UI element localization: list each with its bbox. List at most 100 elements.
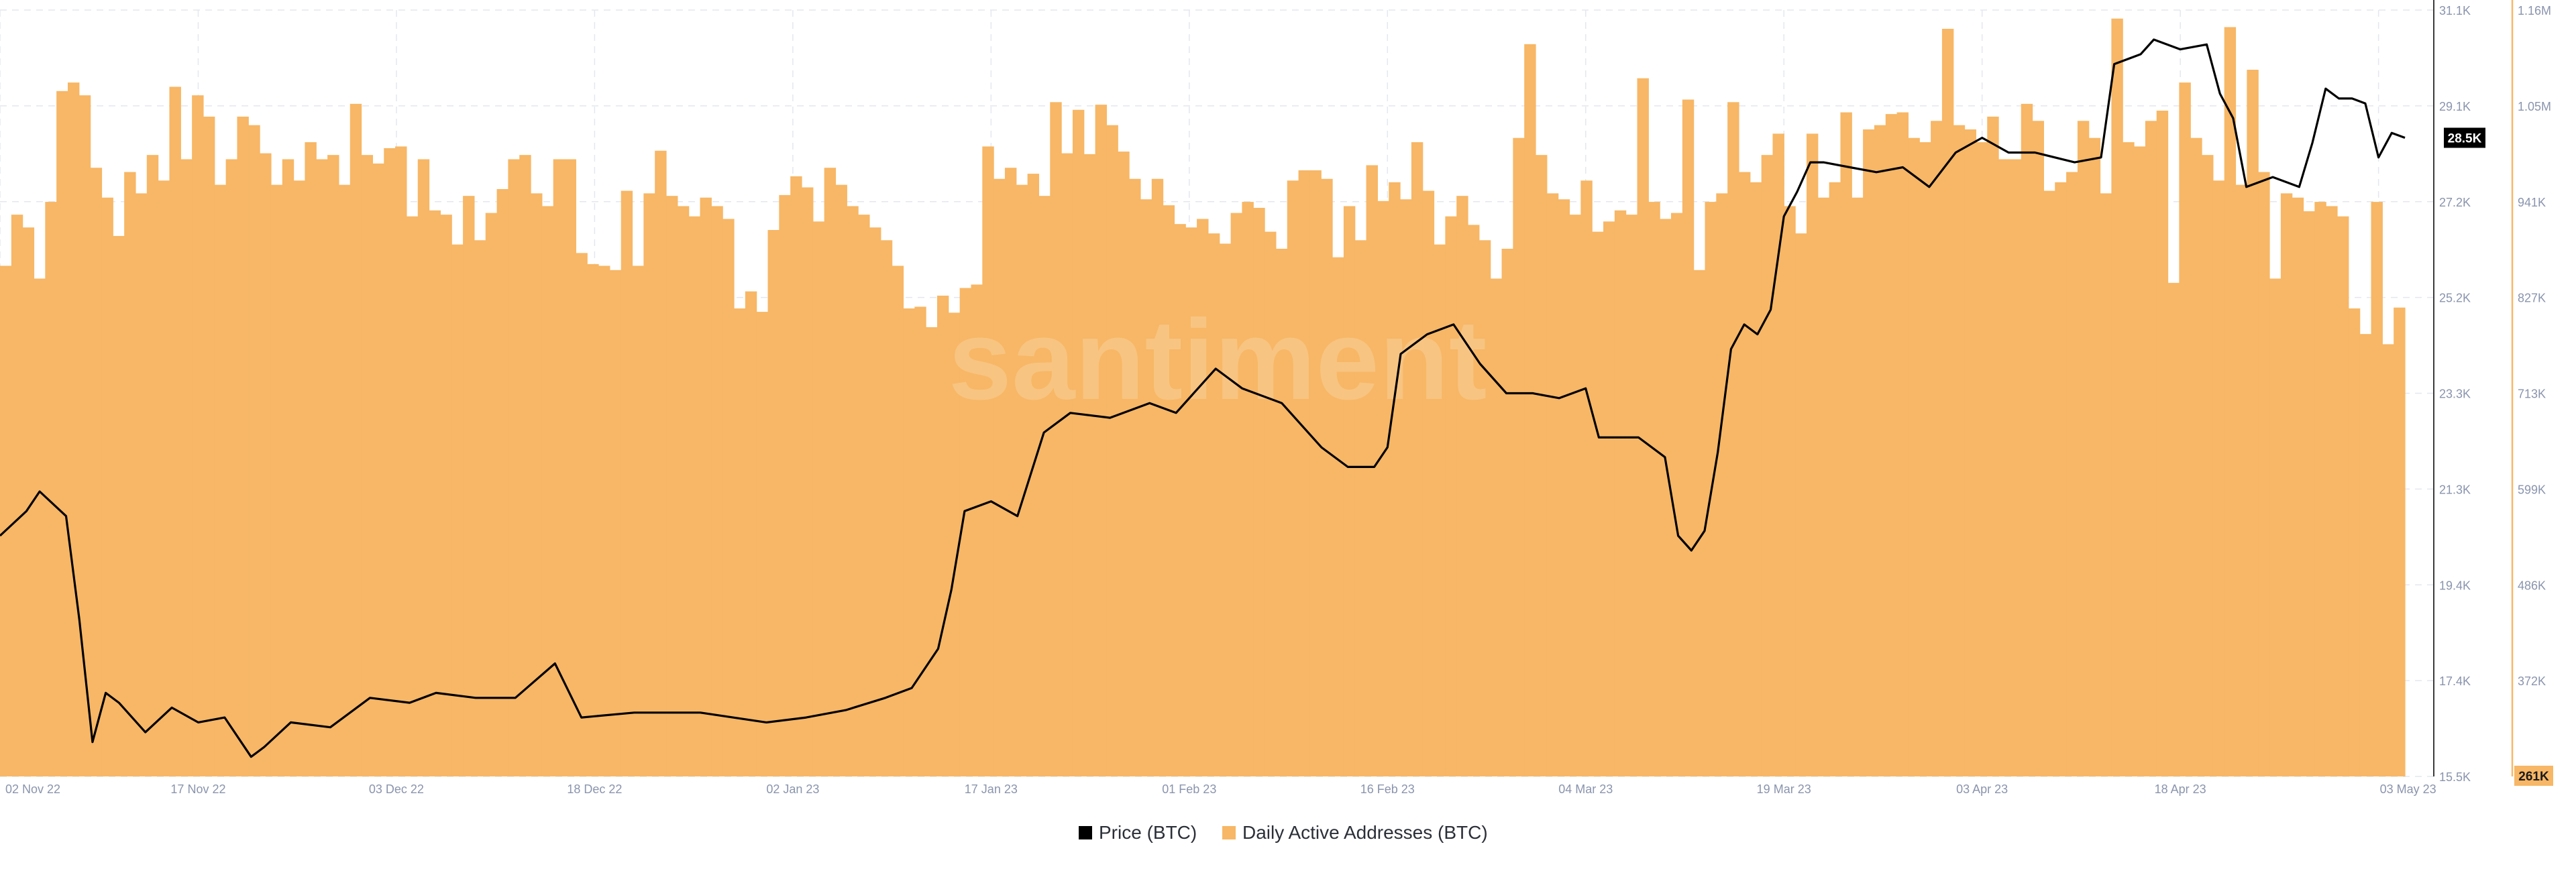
- active-addresses-bar: [1908, 137, 1920, 776]
- active-addresses-bar: [1851, 197, 1864, 777]
- active-addresses-bar: [1546, 193, 1559, 777]
- price-axis-tick-label: 29.1K: [2439, 100, 2471, 113]
- active-addresses-bar: [1536, 155, 1548, 776]
- active-addresses-bar: [1727, 102, 1739, 776]
- active-addresses-bar: [1637, 78, 1649, 777]
- active-addresses-bar: [858, 215, 870, 776]
- legend-price-swatch: [1079, 826, 1092, 839]
- active-addresses-bar: [1400, 199, 1412, 776]
- active-addresses-bar: [1784, 206, 1796, 776]
- active-addresses-bar: [1298, 170, 1310, 776]
- active-addresses-bar: [700, 197, 712, 777]
- addresses-axis-tick-label: 1.16M: [2518, 4, 2551, 17]
- active-addresses-bar: [2394, 307, 2406, 777]
- active-addresses-bar: [22, 227, 35, 777]
- active-addresses-bar: [1524, 44, 1536, 777]
- active-addresses-bar: [372, 163, 384, 777]
- active-addresses-bar: [553, 159, 566, 776]
- active-addresses-bar: [67, 82, 80, 777]
- x-axis-tick-label: 17 Jan 23: [965, 782, 1018, 796]
- active-addresses-bar: [282, 159, 294, 776]
- x-axis-tick-label: 03 Dec 22: [369, 782, 424, 796]
- active-addresses-bar: [959, 288, 972, 777]
- active-addresses-bar: [101, 197, 113, 777]
- active-addresses-bar: [802, 187, 814, 776]
- active-addresses-bar: [587, 264, 599, 776]
- active-addresses-bar: [2280, 193, 2293, 777]
- active-addresses-bar: [1693, 270, 1706, 776]
- active-addresses-bar: [2371, 202, 2383, 776]
- active-addresses-bar: [237, 116, 249, 776]
- active-addresses-bar: [734, 308, 746, 776]
- active-addresses-bar: [2292, 197, 2304, 777]
- active-addresses-bar: [688, 216, 701, 776]
- active-addresses-bar: [1151, 178, 1164, 776]
- active-addresses-bar: [192, 95, 204, 776]
- x-axis-tick-label: 19 Mar 23: [1757, 782, 1811, 796]
- legend-addresses-swatch: [1222, 826, 1236, 839]
- active-addresses-bar: [2066, 172, 2078, 776]
- active-addresses-bar: [417, 159, 430, 776]
- active-addresses-bar: [1569, 215, 1581, 776]
- active-addresses-bar: [1265, 231, 1277, 776]
- active-addresses-bar: [1118, 152, 1130, 777]
- active-addresses-bar: [214, 184, 227, 776]
- active-addresses-bar: [982, 146, 994, 776]
- active-addresses-bar: [1185, 227, 1197, 777]
- active-addresses-bar: [767, 230, 780, 776]
- active-addresses-bar: [926, 327, 938, 777]
- active-addresses-bar: [248, 125, 260, 776]
- active-addresses-bar: [78, 95, 91, 776]
- active-addresses-bar: [1648, 202, 1660, 776]
- active-addresses-bar: [1004, 168, 1017, 776]
- active-addresses-bar: [384, 148, 396, 777]
- active-addresses-bar: [2021, 103, 2033, 777]
- active-addresses-bar: [1660, 219, 1672, 776]
- active-addresses-bar: [632, 266, 644, 776]
- active-addresses-bar: [936, 295, 949, 776]
- active-addresses-bar: [1863, 129, 1875, 776]
- active-addresses-bar: [338, 184, 351, 776]
- active-addresses-bar: [270, 184, 283, 776]
- active-addresses-bar: [1772, 133, 1784, 777]
- x-axis-tick-label: 17 Nov 22: [170, 782, 225, 796]
- active-addresses-bar: [1411, 142, 1424, 776]
- x-axis-tick-label: 02 Nov 22: [5, 782, 60, 796]
- active-addresses-bar: [463, 196, 475, 776]
- active-addresses-bar: [745, 291, 757, 776]
- x-axis-tick-label: 18 Dec 22: [567, 782, 622, 796]
- active-addresses-bar: [1275, 249, 1288, 776]
- active-addresses-bar: [169, 86, 181, 777]
- active-addresses-bar: [1253, 207, 1265, 777]
- active-addresses-bar: [1377, 200, 1389, 776]
- active-addresses-bar: [2156, 111, 2169, 776]
- x-axis-tick-label: 01 Feb 23: [1162, 782, 1216, 796]
- active-addresses-bar: [812, 221, 825, 776]
- active-addresses-bar: [1445, 216, 1457, 776]
- active-addresses-bar: [2258, 172, 2270, 776]
- active-addresses-bar: [1197, 219, 1209, 776]
- active-addresses-bar: [2224, 27, 2237, 776]
- active-addresses-bar: [1366, 165, 1378, 776]
- active-addresses-bar: [2123, 142, 2135, 776]
- active-addresses-bar: [1931, 121, 1943, 776]
- active-addresses-bar: [880, 240, 893, 776]
- active-addresses-bar: [1941, 28, 1954, 777]
- active-addresses-bar: [1242, 202, 1254, 776]
- active-addresses-bar: [1670, 213, 1683, 777]
- active-addresses-bar: [2359, 334, 2372, 776]
- active-addresses-bar: [474, 240, 486, 776]
- active-addresses-bar: [1468, 225, 1480, 776]
- active-addresses-bar: [790, 176, 802, 776]
- active-addresses-bar: [892, 266, 904, 776]
- active-addresses-bar: [1230, 213, 1243, 777]
- active-addresses-bar: [1456, 196, 1468, 776]
- active-addresses-bar: [1038, 196, 1051, 776]
- active-addresses-bar: [1874, 125, 1886, 776]
- active-addresses-bar: [519, 155, 531, 776]
- active-addresses-bar: [2111, 18, 2123, 777]
- active-addresses-bar: [655, 150, 667, 776]
- active-addresses-bar: [1829, 182, 1841, 777]
- active-addresses-bar: [1558, 199, 1570, 776]
